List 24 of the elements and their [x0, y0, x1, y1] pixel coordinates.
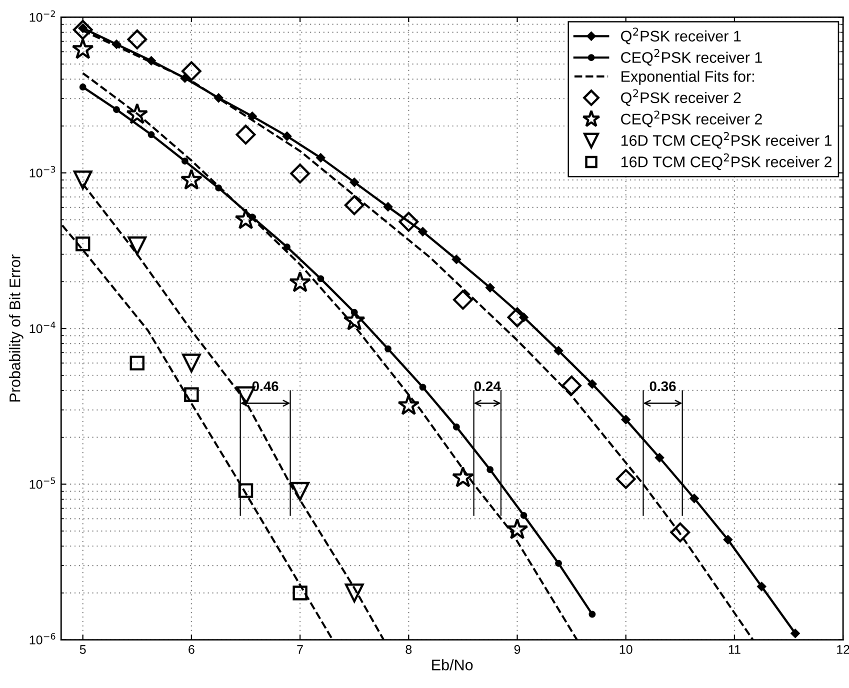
legend-label: CEQ$^{2}$PSK receiver 2	[621, 110, 762, 128]
annotation: 0.36	[650, 381, 676, 392]
x-tick-label: 6	[188, 645, 194, 654]
legend-label: Exponential Fits for:	[622, 70, 754, 85]
legend-label: Q$^{2}$PSK receiver 1	[621, 28, 741, 44]
legend-label: Q$^{2}$PSK receiver 2	[621, 89, 741, 106]
x-tick-label: 10	[620, 645, 632, 654]
y-axis-title: Probability of Bit Error	[9, 254, 24, 402]
y-tick-label: 10$^{−6}$	[30, 632, 56, 644]
x-axis-title: Eb/No	[432, 659, 473, 670]
legend-label: CEQ$^{2}$PSK receiver 1	[621, 49, 762, 66]
y-tick-label: 10$^{−3}$	[30, 166, 56, 178]
x-tick-label: 12	[837, 645, 849, 654]
x-tick-label: 5	[80, 645, 86, 654]
y-tick-label: 10$^{−5}$	[30, 477, 56, 489]
legend-label: 16D TCM CEQ$^{2}$PSK receiver 1	[621, 132, 832, 149]
annotation: 0.24	[474, 381, 501, 392]
x-tick-label: 8	[406, 645, 412, 654]
y-tick-label: 10$^{−4}$	[30, 322, 56, 334]
x-tick-label: 7	[297, 645, 303, 654]
x-tick-label: 11	[728, 645, 740, 654]
legend-label: 16D TCM CEQ$^{2}$PSK receiver 2	[621, 153, 832, 170]
x-tick-label: 9	[514, 645, 520, 654]
y-tick-label: 10$^{−2}$	[30, 10, 55, 22]
